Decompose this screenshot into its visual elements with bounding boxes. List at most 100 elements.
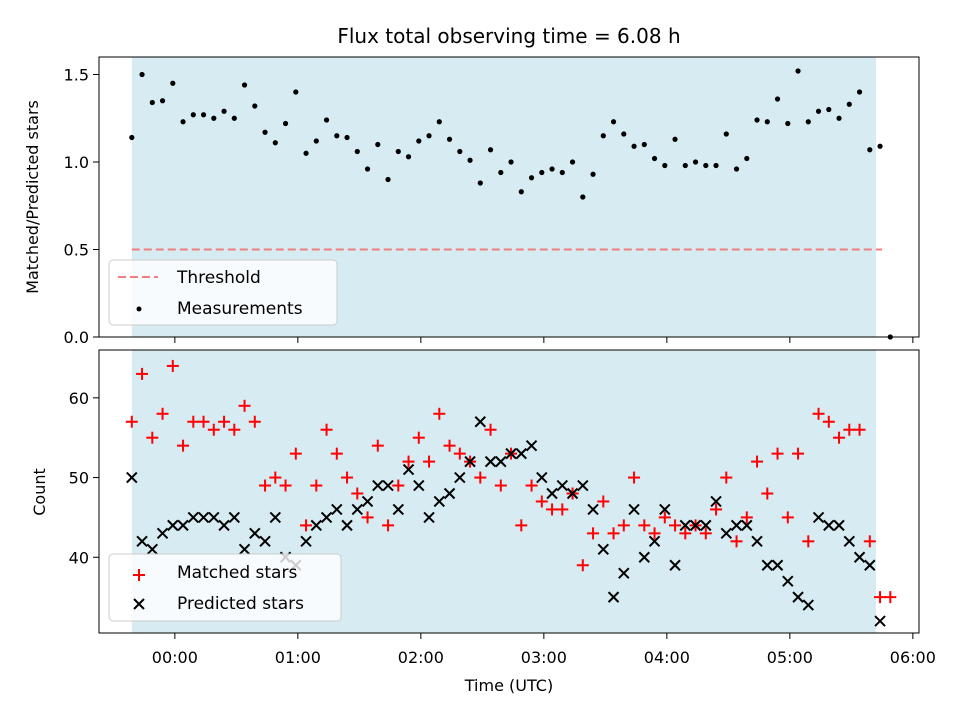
matched-point bbox=[361, 511, 374, 524]
matched-point bbox=[402, 455, 415, 468]
matched-point bbox=[699, 527, 712, 540]
measurement-point bbox=[713, 162, 719, 169]
measurement-point bbox=[785, 120, 791, 127]
bottom-y-ticks: 40 50 60 bbox=[69, 389, 99, 567]
predicted-point bbox=[638, 551, 651, 563]
predicted-point bbox=[628, 503, 640, 516]
predicted-point bbox=[843, 535, 856, 548]
predicted-point bbox=[300, 535, 312, 548]
matched-point bbox=[371, 439, 384, 452]
bottom-x-tick-label: 00:00 bbox=[152, 648, 198, 667]
predicted-point bbox=[792, 591, 804, 603]
measurement-point bbox=[682, 162, 688, 169]
matched-points bbox=[125, 359, 897, 604]
measurement-point bbox=[282, 120, 289, 127]
bottom-x-tick-label: 03:00 bbox=[521, 648, 567, 667]
top-y-tick-label: 0.0 bbox=[64, 328, 89, 347]
legend-predicted-label: Predicted stars bbox=[177, 594, 304, 614]
measurement-point bbox=[528, 175, 535, 181]
predicted-point bbox=[413, 479, 425, 492]
measurement-point bbox=[149, 99, 155, 106]
matched-point bbox=[269, 471, 282, 484]
measurement-point bbox=[487, 147, 494, 153]
predicted-point bbox=[730, 519, 743, 532]
matched-point bbox=[740, 511, 753, 524]
measurement-point bbox=[467, 157, 473, 163]
figure-title: Flux total observing time = 6.08 h bbox=[337, 24, 680, 48]
legend-matched-swatch bbox=[133, 569, 145, 581]
bottom-x-tick-label: 01:00 bbox=[275, 648, 321, 667]
matched-point bbox=[248, 415, 261, 428]
predicted-point bbox=[556, 479, 569, 492]
measurement-point bbox=[385, 176, 391, 183]
measurement-point bbox=[631, 143, 637, 149]
top-legend: Threshold Measurements bbox=[108, 259, 338, 326]
matched-point bbox=[310, 479, 323, 492]
predicted-point bbox=[495, 455, 507, 468]
predicted-point bbox=[238, 543, 251, 556]
matched-point bbox=[679, 527, 692, 540]
matched-point bbox=[300, 519, 313, 532]
legend-predicted-swatch bbox=[133, 598, 145, 610]
predicted-point bbox=[546, 487, 558, 500]
predicted-point bbox=[146, 543, 159, 556]
bottom-y-tick-label: 60 bbox=[69, 389, 89, 408]
matched-point bbox=[433, 407, 446, 420]
measurement-point bbox=[569, 159, 576, 165]
matched-point bbox=[136, 367, 149, 380]
predicted-point bbox=[259, 535, 271, 548]
measurement-point bbox=[641, 141, 647, 148]
measurement-point bbox=[364, 166, 371, 172]
predicted-point bbox=[505, 447, 517, 460]
matched-point bbox=[853, 423, 866, 436]
matched-point bbox=[382, 519, 395, 532]
measurement-point bbox=[580, 194, 586, 200]
measurement-point bbox=[457, 148, 463, 155]
matched-point bbox=[576, 559, 589, 572]
matched-point bbox=[412, 431, 425, 444]
x-axis-label: Time (UTC) bbox=[464, 676, 553, 695]
predicted-point bbox=[443, 487, 456, 500]
matched-point bbox=[443, 439, 456, 452]
measurement-point bbox=[170, 80, 176, 86]
matched-point bbox=[197, 415, 210, 428]
measurement-point bbox=[600, 133, 606, 139]
measurement-point bbox=[477, 180, 483, 186]
matched-point bbox=[546, 503, 559, 516]
measurement-point bbox=[508, 159, 514, 165]
predicted-point bbox=[700, 519, 712, 532]
predicted-point bbox=[341, 519, 353, 532]
matched-point bbox=[228, 423, 241, 436]
measurement-point bbox=[610, 119, 617, 125]
predicted-point bbox=[310, 519, 323, 532]
top-y-tick-label: 1.0 bbox=[64, 153, 89, 172]
predicted-point bbox=[423, 511, 435, 524]
predicted-point bbox=[474, 416, 487, 428]
measurement-point bbox=[621, 131, 627, 137]
predicted-point bbox=[874, 615, 886, 627]
measurement-point bbox=[692, 159, 699, 165]
matched-point bbox=[259, 479, 272, 492]
measurement-point bbox=[231, 115, 237, 121]
matched-point bbox=[125, 415, 138, 428]
measurement-point bbox=[826, 106, 832, 113]
predicted-point bbox=[853, 551, 866, 563]
predicted-point bbox=[218, 519, 230, 532]
measurement-point bbox=[262, 129, 268, 135]
legend-threshold-label: Threshold bbox=[176, 268, 261, 288]
predicted-point bbox=[802, 599, 815, 611]
predicted-point bbox=[228, 511, 241, 524]
predicted-point bbox=[464, 455, 476, 468]
measurement-point bbox=[764, 119, 770, 125]
measurement-point bbox=[672, 136, 678, 142]
predicted-point bbox=[741, 519, 753, 532]
top-axes-frame bbox=[98, 56, 920, 338]
measurement-point bbox=[252, 103, 258, 109]
matched-point bbox=[341, 471, 354, 484]
matched-point bbox=[863, 535, 876, 548]
matched-point bbox=[484, 423, 497, 436]
predicted-point bbox=[710, 495, 722, 508]
matched-point bbox=[207, 423, 220, 436]
matched-point bbox=[166, 359, 179, 372]
measurement-point bbox=[498, 169, 504, 176]
